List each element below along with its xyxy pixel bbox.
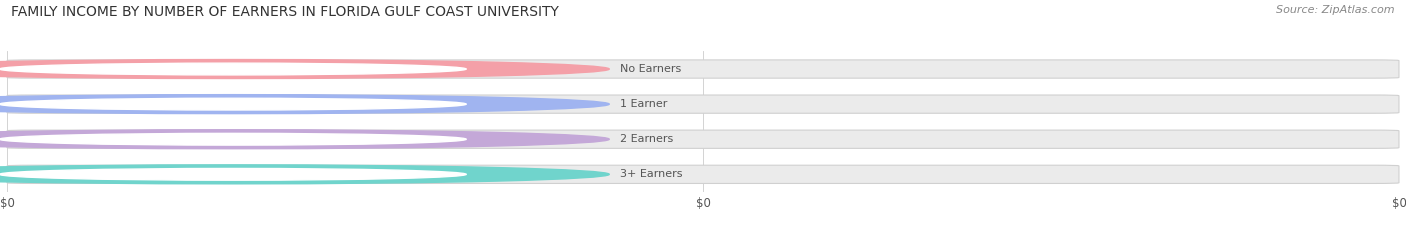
Circle shape: [0, 59, 609, 79]
FancyBboxPatch shape: [7, 130, 1399, 148]
FancyBboxPatch shape: [139, 98, 193, 111]
Text: $0: $0: [159, 169, 173, 179]
Circle shape: [0, 165, 609, 184]
Circle shape: [0, 98, 467, 110]
FancyBboxPatch shape: [7, 165, 1399, 183]
Text: No Earners: No Earners: [620, 64, 682, 74]
FancyBboxPatch shape: [7, 60, 1399, 78]
Circle shape: [0, 63, 467, 75]
FancyBboxPatch shape: [139, 168, 193, 181]
FancyBboxPatch shape: [139, 133, 193, 146]
FancyBboxPatch shape: [7, 95, 1399, 113]
Text: $0: $0: [159, 99, 173, 109]
Text: FAMILY INCOME BY NUMBER OF EARNERS IN FLORIDA GULF COAST UNIVERSITY: FAMILY INCOME BY NUMBER OF EARNERS IN FL…: [11, 5, 560, 19]
Circle shape: [0, 95, 609, 114]
Text: 1 Earner: 1 Earner: [620, 99, 668, 109]
Text: $0: $0: [159, 64, 173, 74]
Text: 3+ Earners: 3+ Earners: [620, 169, 683, 179]
FancyBboxPatch shape: [139, 62, 193, 76]
Text: $0: $0: [159, 134, 173, 144]
Circle shape: [0, 168, 467, 180]
Circle shape: [0, 133, 467, 145]
Text: Source: ZipAtlas.com: Source: ZipAtlas.com: [1277, 5, 1395, 15]
Text: 2 Earners: 2 Earners: [620, 134, 673, 144]
Circle shape: [0, 130, 609, 149]
